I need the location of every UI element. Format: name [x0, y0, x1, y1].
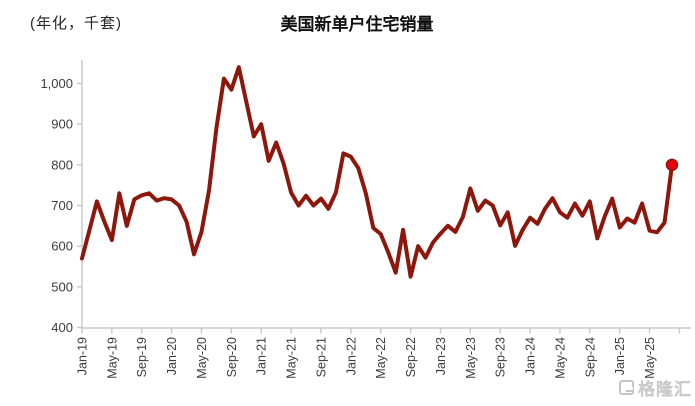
sales-line [80, 65, 674, 279]
x-tick-label: May-24 [553, 337, 567, 379]
x-tick-label: Jan-19 [76, 337, 90, 375]
axis-unit-label: (年化，千套) [30, 15, 122, 32]
x-tick-label: Sep-21 [314, 337, 328, 377]
x-tick-label: Sep-19 [135, 337, 149, 377]
x-tick-label: Jan-21 [255, 337, 269, 375]
x-tick-label: Sep-20 [225, 337, 239, 377]
x-tick-label: Sep-24 [583, 337, 597, 377]
latest-point-marker [665, 158, 679, 172]
chart-title: 美国新单户住宅销量 [280, 15, 434, 34]
x-tick-label: May-21 [285, 337, 299, 379]
y-tick-label: 700 [51, 198, 73, 213]
x-tick-label: May-19 [105, 337, 119, 379]
y-tick-label: 800 [51, 157, 73, 172]
y-tick-label: 500 [51, 279, 73, 294]
x-tick-label: Sep-23 [494, 337, 508, 377]
watermark: 格隆汇 [619, 375, 692, 400]
x-tick-label: Jan-22 [344, 337, 358, 375]
x-tick-label: Jan-25 [613, 337, 627, 375]
y-tick-label: 900 [51, 117, 73, 132]
y-tick-label: 1,000 [40, 76, 73, 91]
y-tick-label: 400 [51, 320, 73, 335]
watermark-label: 格隆汇 [638, 380, 692, 399]
x-tick-label: May-25 [643, 337, 657, 379]
x-tick-label: Sep-22 [404, 337, 418, 377]
x-tick-label: Jan-24 [524, 337, 538, 375]
x-tick-label: Jan-20 [165, 337, 179, 375]
y-tick-label: 600 [51, 239, 73, 254]
x-tick-label: May-22 [374, 337, 388, 379]
x-tick-label: Jan-23 [434, 337, 448, 375]
gelonghui-logo-icon [619, 380, 634, 395]
x-tick-label: May-23 [464, 337, 478, 379]
x-tick-label: May-20 [195, 337, 209, 379]
